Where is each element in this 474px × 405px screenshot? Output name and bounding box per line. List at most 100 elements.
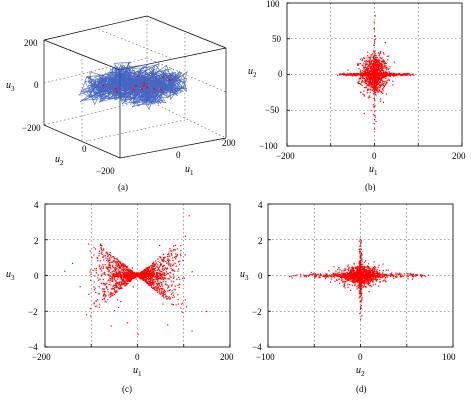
panel-b-point — [371, 65, 373, 67]
panel-c-point — [124, 281, 126, 283]
panel-c-point — [159, 285, 161, 287]
panel-b-point — [373, 44, 375, 47]
panel-b-point — [365, 62, 367, 65]
panel-c-point — [129, 274, 131, 277]
panel-c-point — [129, 276, 132, 278]
panel-d-point — [344, 281, 346, 283]
panel-d-point — [362, 272, 364, 274]
panel-b-point — [374, 62, 376, 64]
panel-d-point — [361, 315, 363, 317]
panel-d-point — [348, 279, 350, 281]
panel-c-point — [111, 279, 113, 281]
panel-d-point — [385, 275, 388, 277]
panel-c-point — [153, 265, 156, 267]
panel-b-point — [378, 68, 381, 70]
panel-c-point — [105, 251, 108, 253]
panel-d-point — [372, 281, 374, 283]
panel-c-point — [159, 288, 161, 290]
panel-d-point — [368, 275, 370, 277]
panel-d-point — [294, 275, 297, 277]
panel-b-point — [387, 69, 389, 71]
panel-b-point — [345, 74, 347, 76]
panel-c-point — [167, 287, 169, 289]
panel-b-point — [374, 78, 376, 80]
panel-c-point — [170, 250, 172, 252]
panel-d-point — [324, 276, 326, 278]
panel-b-point — [384, 76, 386, 78]
panel-d-point — [398, 273, 400, 275]
panel-c-point — [110, 288, 113, 290]
panel-c-point — [116, 274, 118, 277]
panel-b-point — [361, 79, 364, 81]
panel-c-point — [168, 252, 170, 254]
panel-b-point — [359, 77, 362, 80]
panel-b-point — [349, 74, 351, 76]
panel-d-point — [342, 279, 344, 281]
panel-c-point — [123, 283, 125, 285]
panel-c-point — [154, 267, 156, 269]
panel-b-point — [375, 81, 377, 83]
panel-c-point — [72, 262, 74, 264]
panel-b-point — [375, 72, 377, 74]
panel-c-point — [88, 243, 90, 245]
panel-c-point — [162, 289, 164, 291]
panel-d-point — [361, 297, 363, 299]
panel-d-point — [356, 286, 358, 288]
panel-c-point — [111, 265, 114, 268]
panel-c-point — [171, 268, 174, 271]
panel-b-point — [361, 80, 363, 83]
panel-c-point — [144, 276, 146, 278]
panel-c-point — [166, 295, 168, 297]
panel-b-point — [384, 81, 386, 83]
panel-d-point — [347, 275, 349, 277]
panel-b-point — [366, 81, 368, 83]
panel-c-point — [120, 266, 122, 268]
panel-b-point — [359, 69, 362, 71]
panel-b-point — [359, 62, 361, 65]
panel-c-point — [162, 267, 164, 270]
panel-c-point — [188, 215, 190, 217]
panel-b-point — [375, 67, 377, 70]
panel-d-point — [308, 275, 310, 277]
panel-c-point — [104, 294, 107, 296]
panel-c-point — [172, 296, 174, 299]
panel-d-point — [354, 282, 356, 284]
panel-b-point — [372, 63, 374, 65]
panel-c-point — [113, 259, 115, 261]
panel-c-point — [154, 278, 156, 280]
panel-c-ticks — [44, 203, 231, 348]
panel-b-point — [379, 85, 382, 87]
panel-d-point — [328, 270, 330, 272]
panel-c-point — [162, 265, 165, 267]
panel-d-point — [368, 273, 370, 275]
panel-c-point — [97, 277, 99, 279]
panel-d-point — [350, 271, 352, 273]
panel-b-point — [385, 84, 387, 86]
panel-d-point — [300, 276, 302, 278]
panel-b-point — [389, 66, 391, 68]
panel-c-point — [103, 290, 106, 292]
panel-c-point — [158, 268, 160, 270]
panel-c-point — [119, 286, 121, 288]
panel-c-point — [176, 278, 178, 281]
panel-d-point — [360, 242, 362, 244]
panel-b-point — [376, 73, 378, 75]
panel-d-point — [336, 274, 338, 276]
panel-d-point — [369, 270, 371, 273]
panel-b-point — [373, 69, 376, 72]
panel-d-point — [368, 276, 370, 279]
panel-d-point — [351, 277, 353, 279]
panel-c-point — [159, 276, 161, 278]
panel-c-point — [156, 278, 158, 281]
panel-b-point — [364, 73, 366, 75]
panel-d-point — [345, 275, 347, 277]
panel-c-ytick-neg4: −4 — [28, 342, 38, 352]
panel-d-point — [327, 276, 329, 278]
panel-d-point — [349, 273, 351, 275]
panel-c-point — [160, 263, 162, 266]
panel-c-point — [177, 298, 179, 301]
panel-c-point — [177, 294, 179, 296]
panel-c-point — [151, 287, 154, 289]
panel-d-point — [365, 260, 367, 262]
panel-c-point — [157, 267, 159, 269]
